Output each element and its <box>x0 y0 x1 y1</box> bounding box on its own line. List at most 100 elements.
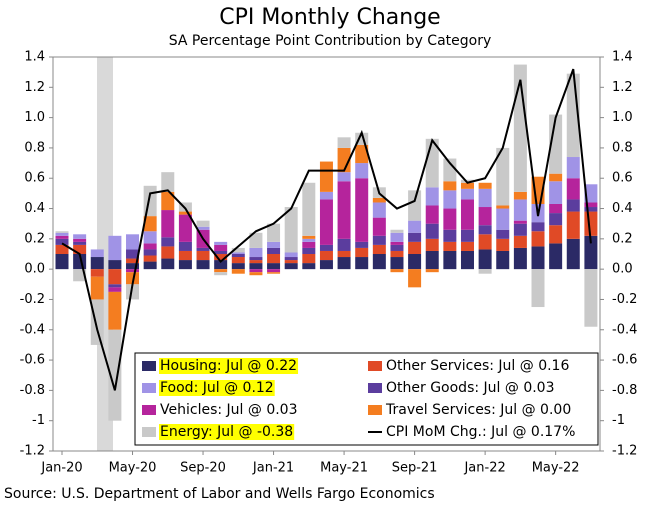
bar-segment <box>460 250 474 270</box>
bar-segment <box>566 178 580 200</box>
bar-segment <box>319 244 333 251</box>
legend-swatch <box>142 405 156 415</box>
bar-segment <box>90 269 104 277</box>
bar-segment <box>284 257 298 261</box>
x-tick-label: Jan-21 <box>252 461 294 476</box>
y2-tick-label: -0.2 <box>612 292 637 307</box>
bar-segment <box>549 213 563 226</box>
bar-segment <box>425 187 439 206</box>
bar-segment <box>425 205 439 224</box>
bar-segment <box>126 234 140 250</box>
y-tick-label: 0.4 <box>24 201 45 216</box>
bar-segment <box>196 247 210 251</box>
bar-segment <box>126 258 140 264</box>
bar-segment <box>267 254 281 264</box>
bar-segment <box>337 257 351 270</box>
bar-segment <box>460 179 474 183</box>
bar-segment <box>337 250 351 258</box>
legend-swatch <box>142 427 156 437</box>
bar-segment <box>267 263 281 270</box>
bar-segment <box>302 241 316 248</box>
bar-segment <box>214 260 228 270</box>
plot-frame <box>52 56 601 452</box>
bar-segment <box>108 291 122 330</box>
bar-segment <box>126 249 140 259</box>
chart-subtitle: SA Percentage Point Contribution by Cate… <box>169 33 492 49</box>
y2-tick-label: -0.8 <box>612 383 637 398</box>
bar-segment <box>178 260 192 270</box>
bar-segment <box>231 254 245 258</box>
bar-segment <box>408 190 422 221</box>
y2-tick-label: 0.0 <box>612 262 633 277</box>
bar-segment <box>584 202 598 208</box>
y-tick-label: 1.2 <box>24 80 45 95</box>
bar-segment <box>73 238 87 242</box>
bar-segment <box>319 161 333 192</box>
bar-segment <box>478 234 492 250</box>
bar-segment <box>108 287 122 292</box>
bar-segment <box>302 235 316 239</box>
legend-label: Other Goods: Jul @ 0.03 <box>386 380 555 396</box>
y2-tick-label: 1.2 <box>612 80 633 95</box>
bar-segment <box>408 241 422 254</box>
bar-segment <box>249 257 263 261</box>
bar-segment <box>460 188 474 200</box>
bar-segment <box>531 231 545 247</box>
bar-segment <box>196 226 210 230</box>
bar-segment <box>496 208 510 230</box>
bar-segment <box>443 181 457 191</box>
bar-segment <box>143 231 157 244</box>
bar-segment <box>549 225 563 244</box>
bar-segment <box>231 247 245 253</box>
y2-tick-label: 0.2 <box>612 231 633 246</box>
bar-segment <box>143 249 157 256</box>
bar-segment <box>143 255 157 262</box>
bar-segment <box>443 190 457 209</box>
y2-tick-label: 1.4 <box>612 50 633 65</box>
bar-segment <box>284 207 298 253</box>
bar-segment <box>355 241 369 248</box>
bar-segment <box>425 238 439 251</box>
bar-segment <box>566 238 580 270</box>
bar-segment <box>408 254 422 270</box>
bar-segment <box>549 114 563 174</box>
y2-tick-label: 0.8 <box>612 140 633 155</box>
bar-segment <box>214 269 228 273</box>
bar-segment <box>390 229 404 233</box>
legend-swatch <box>142 383 156 393</box>
x-tick-label: May-20 <box>109 461 157 476</box>
bar-segment <box>319 191 333 200</box>
y-tick-label: -0.8 <box>20 383 45 398</box>
bar-segment <box>496 205 510 209</box>
bar-segment <box>267 247 281 254</box>
bar-segment <box>178 250 192 261</box>
bar-segment <box>496 147 510 206</box>
bar-segment <box>549 173 563 182</box>
bar-segment <box>355 144 369 164</box>
y2-tick-label: 0.6 <box>612 171 633 186</box>
bar-segment <box>372 254 386 270</box>
bar-segment <box>161 172 175 192</box>
bar-segment <box>231 263 245 270</box>
bar-segment <box>584 269 598 327</box>
x-tick-label: May-21 <box>320 461 368 476</box>
bar-segment <box>90 276 104 300</box>
bar-segment <box>408 269 422 288</box>
bar-segment <box>531 246 545 270</box>
bar-segment <box>73 241 87 245</box>
legend-highlight <box>159 358 299 374</box>
bar-segment <box>355 163 369 179</box>
bar-segment <box>355 178 369 242</box>
bar-segment <box>372 197 386 203</box>
bar-segment <box>73 244 87 254</box>
bar-segment <box>372 244 386 254</box>
bar-segment <box>178 241 192 251</box>
legend-swatch <box>368 361 382 371</box>
bar-segment <box>126 284 140 300</box>
bar-segment <box>531 269 545 308</box>
bar-segment <box>90 299 104 345</box>
y-tick-label: 1.4 <box>24 50 45 65</box>
bar-segment <box>143 185 157 217</box>
x-tick-label: Jan-22 <box>463 461 505 476</box>
bar-segment <box>284 263 298 270</box>
